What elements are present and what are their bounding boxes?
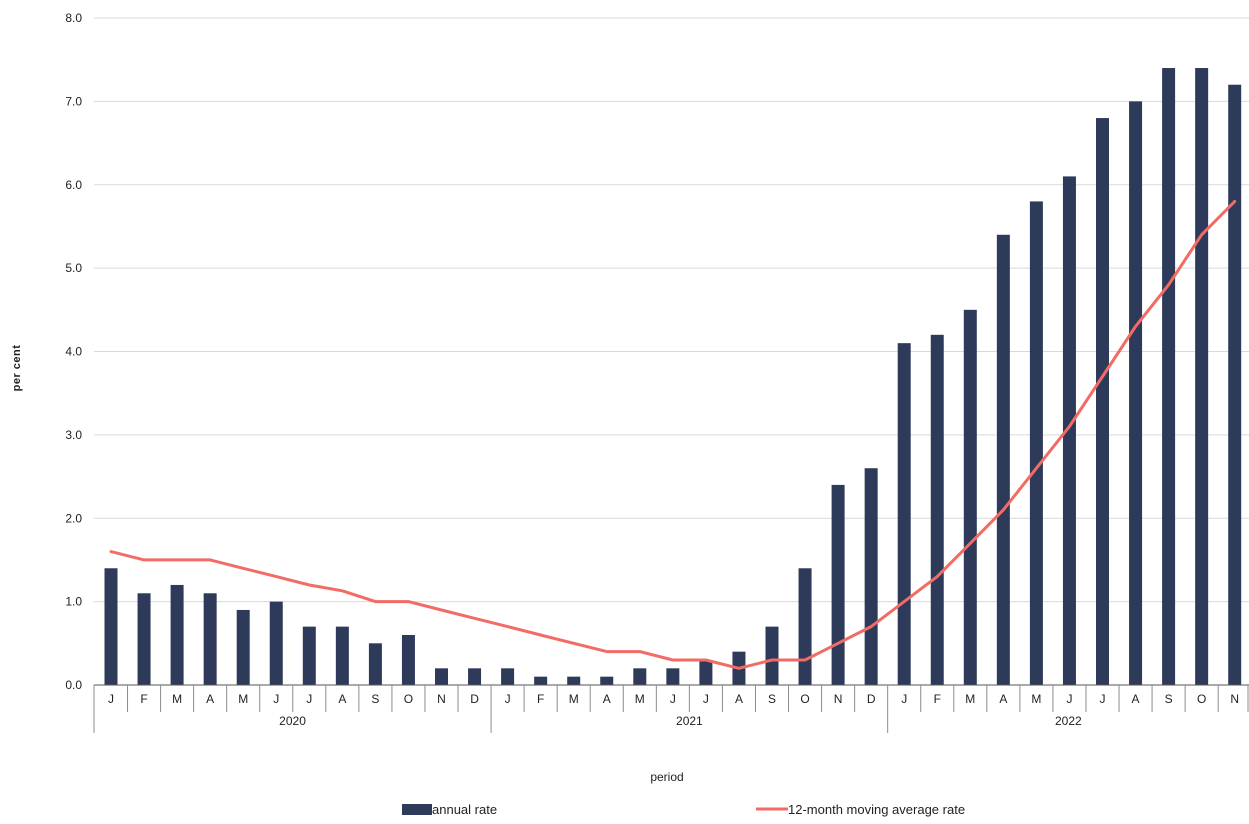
x-tick-label: O <box>404 692 413 706</box>
bars <box>104 68 1242 686</box>
x-tick-label: F <box>140 692 147 706</box>
x-tick-label: N <box>834 692 843 706</box>
bar-annual-rate <box>699 659 713 685</box>
y-tick-label: 6.0 <box>65 178 82 192</box>
x-tick-label: O <box>800 692 809 706</box>
bar-annual-rate <box>963 309 977 685</box>
bar-annual-rate <box>1195 68 1209 685</box>
x-tick-label: S <box>768 692 776 706</box>
bar-annual-rate <box>269 601 283 685</box>
y-tick-label: 4.0 <box>65 345 82 359</box>
x-tick-label: F <box>934 692 941 706</box>
x-tick-label: M <box>965 692 975 706</box>
x-tick-label: J <box>306 692 312 706</box>
x-tick-label: N <box>1230 692 1239 706</box>
x-tick-label: A <box>999 692 1007 706</box>
x-axis: J F M A M J J A S O N D J F M A M J J A S O N D J F M A M J J A S O N 2020 2… <box>93 684 1249 733</box>
x-axis-label: period <box>650 770 683 784</box>
bar-annual-rate <box>236 609 250 685</box>
x-tick-label: D <box>470 692 479 706</box>
y-tick-label: 8.0 <box>65 11 82 25</box>
x-tick-label: J <box>505 692 511 706</box>
x-year-label: 2021 <box>676 714 703 728</box>
x-tick-label: N <box>437 692 446 706</box>
x-tick-label: A <box>603 692 611 706</box>
x-year-label: 2020 <box>279 714 306 728</box>
bar-annual-rate <box>666 668 680 685</box>
x-tick-label: D <box>867 692 876 706</box>
x-tick-label: J <box>703 692 709 706</box>
moving-average-line-group <box>109 199 1237 670</box>
y-axis-label: per cent <box>11 345 23 392</box>
x-tick-label: A <box>1132 692 1140 706</box>
bar-annual-rate <box>996 234 1010 685</box>
x-year-label: 2022 <box>1055 714 1082 728</box>
bar-annual-rate <box>1162 68 1176 685</box>
x-tick-label: S <box>1165 692 1173 706</box>
legend-swatch-annual-rate <box>402 804 432 815</box>
bar-annual-rate <box>1029 201 1043 686</box>
y-tick-label: 5.0 <box>65 261 82 275</box>
x-tick-label: O <box>1197 692 1206 706</box>
x-tick-label: J <box>670 692 676 706</box>
y-tick-label: 1.0 <box>65 595 82 609</box>
y-tick-label: 2.0 <box>65 511 82 525</box>
bar-annual-rate <box>203 593 217 685</box>
bar-annual-rate <box>468 668 482 685</box>
x-tick-label: M <box>172 692 182 706</box>
bar-annual-rate <box>368 643 382 685</box>
bar-annual-rate <box>104 568 118 685</box>
bar-annual-rate <box>401 634 415 685</box>
bar-annual-rate <box>170 584 184 685</box>
x-tick-label: J <box>108 692 114 706</box>
legend: annual rate 12-month moving average rate <box>402 802 965 817</box>
legend-label-moving-average: 12-month moving average rate <box>788 802 965 817</box>
bar-annual-rate <box>1228 84 1242 685</box>
bar-annual-rate <box>600 676 614 685</box>
bar-annual-rate <box>1062 176 1076 685</box>
moving-average-line <box>109 199 1237 670</box>
bar-annual-rate <box>798 568 812 685</box>
bar-annual-rate <box>1129 101 1143 685</box>
bar-annual-rate <box>302 626 316 685</box>
bar-annual-rate <box>765 626 779 685</box>
bar-annual-rate <box>501 668 515 685</box>
x-tick-label: M <box>238 692 248 706</box>
bar-annual-rate <box>335 626 349 685</box>
y-axis: 0.0 1.0 2.0 3.0 4.0 5.0 6.0 7.0 8.0 <box>65 11 82 692</box>
legend-label-annual-rate: annual rate <box>432 802 497 817</box>
bar-annual-rate <box>864 468 878 685</box>
gridlines <box>94 17 1249 603</box>
y-tick-label: 3.0 <box>65 428 82 442</box>
bar-annual-rate <box>930 334 944 685</box>
bar-annual-rate <box>567 676 581 685</box>
x-tick-label: A <box>206 692 214 706</box>
x-tick-label: J <box>273 692 279 706</box>
x-tick-label: S <box>371 692 379 706</box>
x-tick-label: J <box>1066 692 1072 706</box>
x-tick-label: A <box>338 692 346 706</box>
x-tick-label: J <box>901 692 907 706</box>
x-tick-label: M <box>569 692 579 706</box>
x-tick-label: M <box>1031 692 1041 706</box>
x-tick-label: M <box>635 692 645 706</box>
x-tick-label: F <box>537 692 544 706</box>
y-tick-label: 0.0 <box>65 678 82 692</box>
bar-annual-rate <box>435 668 448 685</box>
bar-annual-rate <box>1096 118 1109 686</box>
bar-annual-rate <box>137 593 151 685</box>
bar-annual-rate <box>897 343 911 685</box>
x-tick-label: J <box>1100 692 1106 706</box>
bar-annual-rate <box>534 676 548 685</box>
bar-annual-rate <box>831 484 845 685</box>
x-tick-label: A <box>735 692 743 706</box>
bar-annual-rate <box>633 668 647 685</box>
y-tick-label: 7.0 <box>65 94 82 108</box>
